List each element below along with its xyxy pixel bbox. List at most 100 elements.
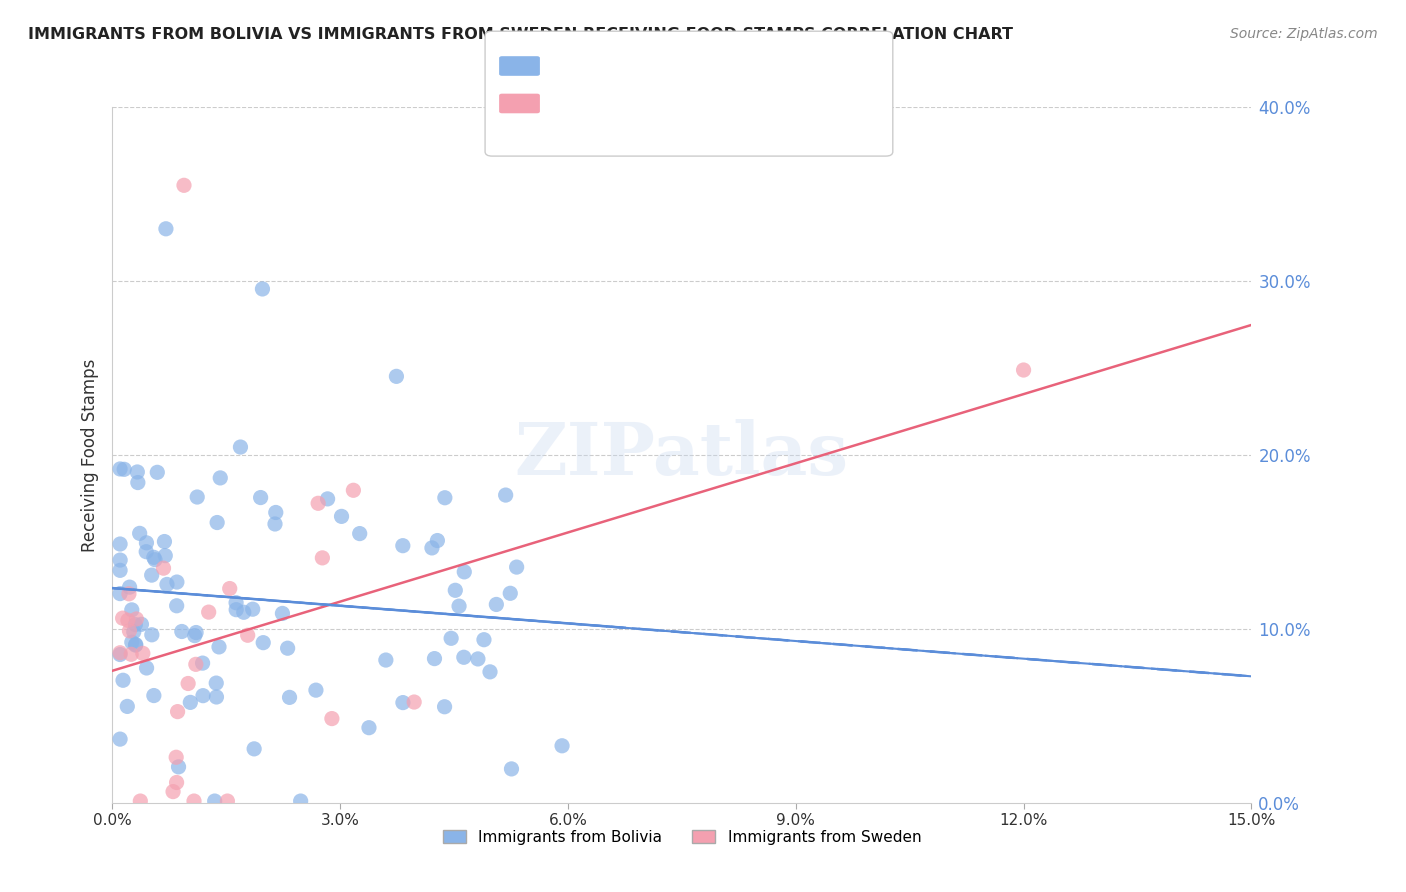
Point — [108, 648, 131, 662]
Text: IMMIGRANTS FROM BOLIVIA VS IMMIGRANTS FROM SWEDEN RECEIVING FOOD STAMPS CORRELAT: IMMIGRANTS FROM BOLIVIA VS IMMIGRANTS FR… — [28, 27, 1014, 42]
Point — [141, 568, 163, 582]
Point — [118, 580, 141, 594]
Point — [167, 760, 190, 774]
Point — [453, 650, 475, 665]
Point — [1012, 363, 1035, 377]
Point — [209, 471, 232, 485]
Point — [108, 537, 131, 551]
Text: Source: ZipAtlas.com: Source: ZipAtlas.com — [1230, 27, 1378, 41]
Point — [179, 695, 201, 709]
Point — [108, 553, 131, 567]
Point — [117, 613, 139, 627]
Point — [208, 640, 231, 654]
Point — [204, 794, 226, 808]
Point — [131, 617, 153, 632]
Point — [120, 648, 142, 662]
Point — [242, 602, 264, 616]
Point — [135, 544, 157, 558]
Point — [205, 676, 228, 690]
Point — [153, 534, 176, 549]
Point — [232, 605, 254, 619]
Point — [135, 536, 157, 550]
Point — [128, 526, 150, 541]
Text: N =: N = — [661, 58, 695, 72]
Point — [184, 625, 207, 640]
Point — [321, 712, 343, 726]
Text: R =: R = — [506, 58, 540, 72]
Point — [146, 466, 169, 480]
Point — [183, 794, 205, 808]
Point — [264, 516, 287, 531]
Point — [307, 496, 329, 510]
Point — [499, 586, 522, 600]
Point — [166, 599, 188, 613]
Point — [264, 506, 287, 520]
Point — [357, 721, 380, 735]
Text: N =: N = — [661, 95, 695, 110]
Point — [121, 603, 143, 617]
Point — [108, 732, 131, 747]
Point — [495, 488, 517, 502]
Point — [162, 784, 184, 798]
Point — [165, 750, 187, 764]
Point — [278, 690, 301, 705]
Point — [236, 628, 259, 642]
Point — [186, 490, 208, 504]
Point — [217, 794, 239, 808]
Y-axis label: Receiving Food Stamps: Receiving Food Stamps — [80, 359, 98, 551]
Point — [349, 526, 371, 541]
Text: -0.054: -0.054 — [562, 58, 617, 72]
Point — [155, 549, 177, 563]
Point — [173, 178, 195, 193]
Point — [330, 509, 353, 524]
Point — [472, 632, 495, 647]
Point — [152, 561, 174, 575]
Point — [141, 628, 163, 642]
Point — [183, 629, 205, 643]
Point — [485, 598, 508, 612]
Point — [249, 491, 271, 505]
Point — [243, 742, 266, 756]
Point — [124, 617, 146, 632]
Point — [166, 575, 188, 590]
Point — [467, 652, 489, 666]
Point — [112, 673, 135, 688]
Point — [252, 282, 274, 296]
Point — [177, 676, 200, 690]
Point — [252, 635, 274, 649]
Point — [129, 794, 152, 808]
Point — [385, 369, 408, 384]
Legend: Immigrants from Bolivia, Immigrants from Sweden: Immigrants from Bolivia, Immigrants from… — [437, 823, 927, 851]
Point — [111, 611, 134, 625]
Text: ZIPatlas: ZIPatlas — [515, 419, 849, 491]
Point — [184, 657, 207, 672]
Point — [127, 465, 149, 479]
Point — [433, 491, 456, 505]
Point — [142, 550, 165, 565]
Point — [374, 653, 396, 667]
Point — [170, 624, 193, 639]
Point — [501, 762, 523, 776]
Point — [423, 651, 446, 665]
Point — [316, 491, 339, 506]
Point — [121, 635, 143, 649]
Point — [191, 689, 214, 703]
Point — [122, 624, 145, 639]
Point — [392, 696, 415, 710]
Point — [166, 775, 188, 789]
Point — [392, 539, 415, 553]
Point — [440, 632, 463, 646]
Point — [156, 577, 179, 591]
Point — [229, 440, 252, 454]
Point — [197, 605, 219, 619]
Point — [505, 560, 527, 574]
Point — [205, 690, 228, 704]
Text: 0.338: 0.338 — [562, 95, 610, 110]
Point — [125, 612, 148, 626]
Point — [225, 596, 247, 610]
Point — [290, 794, 312, 808]
Text: 93: 93 — [710, 58, 731, 72]
Point — [447, 599, 470, 614]
Text: 28: 28 — [710, 95, 731, 110]
Point — [426, 533, 449, 548]
